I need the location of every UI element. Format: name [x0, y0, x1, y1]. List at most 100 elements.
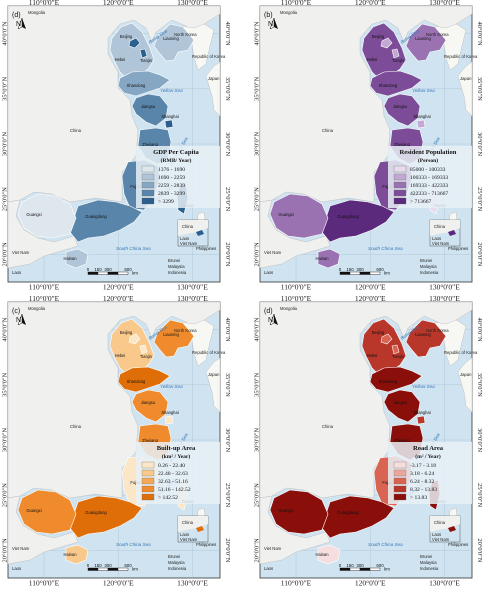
- axis-right-label: 25°0'0"N: [476, 483, 483, 507]
- axis-left-label: 20°0'0"N: [2, 538, 9, 562]
- legend-swatch-5: [393, 493, 407, 501]
- province-label-zhejiang: Zhejiang: [142, 142, 158, 147]
- label-japan: Japan: [460, 76, 472, 81]
- legend-title: Road Area: [413, 445, 444, 452]
- inset-label-china: China: [182, 224, 194, 229]
- province-label-tianjin: Tianjin: [392, 58, 405, 63]
- scale-segment: [339, 271, 351, 275]
- axis-right-label: 40°0'0"N: [476, 318, 483, 342]
- axis-left-label: 25°0'0"N: [2, 483, 9, 507]
- label-brunei: Brunei: [168, 554, 180, 559]
- label-brunei: Brunei: [168, 258, 180, 263]
- label-indonesia: Indonesia: [420, 566, 439, 571]
- map-panel-2: Liaoning Hebei Beijing Tianjin Shandong Jiang…: [254, 0, 484, 292]
- legend-swatch-2: [393, 469, 407, 477]
- inset-land: [178, 220, 208, 236]
- legend: Road Area(m² / Year) -3.17 - 3.18 3.18 - 6…: [388, 442, 472, 504]
- north-arrow-icon: N: [16, 313, 26, 326]
- province-label-zhejiang: Zhejiang: [394, 142, 410, 147]
- legend: GDP Per Capita(RMB/ Year) 1376 - 1690 1690…: [136, 146, 220, 208]
- axis-top-label: 130°0'0"E: [177, 0, 208, 7]
- scale-unit: km: [384, 567, 390, 572]
- north-arrow-icon: N: [16, 17, 26, 30]
- legend-class-3: 2259 - 2839: [158, 183, 185, 189]
- legend-swatch-4: [393, 485, 407, 493]
- neighbor-land: [205, 61, 221, 117]
- north-arrow-icon: N: [268, 313, 278, 326]
- axis-left-label: 20°0'0"N: [254, 242, 261, 266]
- scale-tick-1: 150: [94, 563, 102, 568]
- scale-segment: [117, 271, 129, 275]
- legend-title: Resident Population: [400, 149, 457, 156]
- legend-swatch-4: [393, 189, 407, 197]
- province-liaoning: [153, 319, 195, 358]
- axis-bottom-label: 110°0'0"E: [29, 283, 60, 292]
- province-label-hainan: Hainan: [64, 256, 78, 261]
- province-hainan: [317, 544, 341, 565]
- scale-tick-2: 300: [104, 563, 112, 568]
- legend-class-4: 51.16 - 142.52: [158, 487, 191, 493]
- province-label-zhejiang: Zhejiang: [142, 438, 158, 443]
- scale-segment: [359, 271, 371, 275]
- axis-right-label: 20°0'0"N: [476, 242, 483, 266]
- label-laos: Laos: [12, 566, 21, 571]
- province-label-liaoning: Liaoning: [415, 36, 431, 41]
- legend-swatch-1: [393, 461, 407, 469]
- legend-class-5: > 713667: [410, 199, 432, 205]
- axis-top-label: 120°0'0"E: [103, 0, 134, 7]
- label-south-korea: Republic of Korea: [192, 54, 226, 59]
- province-label-guangdong: Guangdong: [337, 214, 359, 219]
- map-panel-3: Liaoning Hebei Beijing Tianjin Shandong Jiang…: [2, 294, 232, 588]
- inset-label-laos: Laos: [180, 532, 189, 537]
- legend-class-5: > 142.52: [158, 495, 178, 501]
- axis-right-label: 40°0'0"N: [224, 318, 231, 342]
- label-japan: Japan: [460, 372, 472, 377]
- north-label: N: [268, 317, 273, 324]
- label-viet-nam: Viet Nam: [264, 250, 282, 255]
- label-yellow-sea: Yellow Sea: [412, 384, 435, 389]
- province-shanghai: [164, 415, 174, 425]
- province-shanghai: [416, 119, 426, 129]
- province-jiangsu: [383, 93, 421, 127]
- legend-subtitle: (Person): [418, 157, 438, 164]
- axis-right-label: 30°0'0"N: [476, 132, 483, 156]
- label-philippines: Philippines: [448, 246, 468, 251]
- province-tianjin: [391, 344, 400, 355]
- inset-label-viet-nam: Viet Nam: [432, 241, 450, 246]
- label-malaysia: Malaysia: [420, 560, 437, 565]
- province-hebei: [109, 22, 155, 81]
- axis-top-label: 110°0'0"E: [281, 0, 312, 7]
- label-south-china-sea: South China Sea: [116, 246, 151, 251]
- legend-title: GDP Per Capita: [153, 149, 199, 156]
- legend-class-2: 1690 - 2259: [158, 175, 185, 181]
- panel-letter: (b): [264, 12, 273, 19]
- axis-right-label: 35°0'0"N: [224, 373, 231, 397]
- legend-subtitle: (RMB/ Year): [161, 157, 192, 164]
- axis-left-label: 40°0'0"N: [254, 21, 261, 45]
- province-label-shanghai: Shanghai: [413, 410, 430, 415]
- province-jiangsu: [131, 93, 169, 127]
- scale-segment: [369, 567, 381, 571]
- province-hainan: [317, 248, 341, 269]
- axis-bottom-label: 130°0'0"E: [177, 579, 208, 588]
- inset-label-laos: Laos: [432, 236, 441, 241]
- axis-right-label: 35°0'0"N: [224, 77, 231, 101]
- axis-bottom-label: 110°0'0"E: [281, 579, 312, 588]
- label-laos: Laos: [264, 270, 273, 275]
- axis-right-label: 40°0'0"N: [224, 22, 231, 46]
- panel-letter: (d): [12, 12, 21, 19]
- north-label: N: [16, 317, 21, 324]
- label-yellow-sea: Yellow Sea: [160, 88, 183, 93]
- scale-tick-0: 0: [339, 267, 342, 272]
- scale-tick-3: 600: [376, 267, 384, 272]
- province-label-hainan: Hainan: [316, 256, 330, 261]
- province-hebei: [109, 318, 155, 377]
- province-shandong: [117, 366, 171, 393]
- axis-right-label: 25°0'0"N: [476, 187, 483, 211]
- province-label-zhejiang: Zhejiang: [394, 438, 410, 443]
- label-north-korea: North Korea: [426, 328, 449, 333]
- legend-swatch-3: [141, 181, 155, 189]
- scale-segment: [97, 271, 109, 275]
